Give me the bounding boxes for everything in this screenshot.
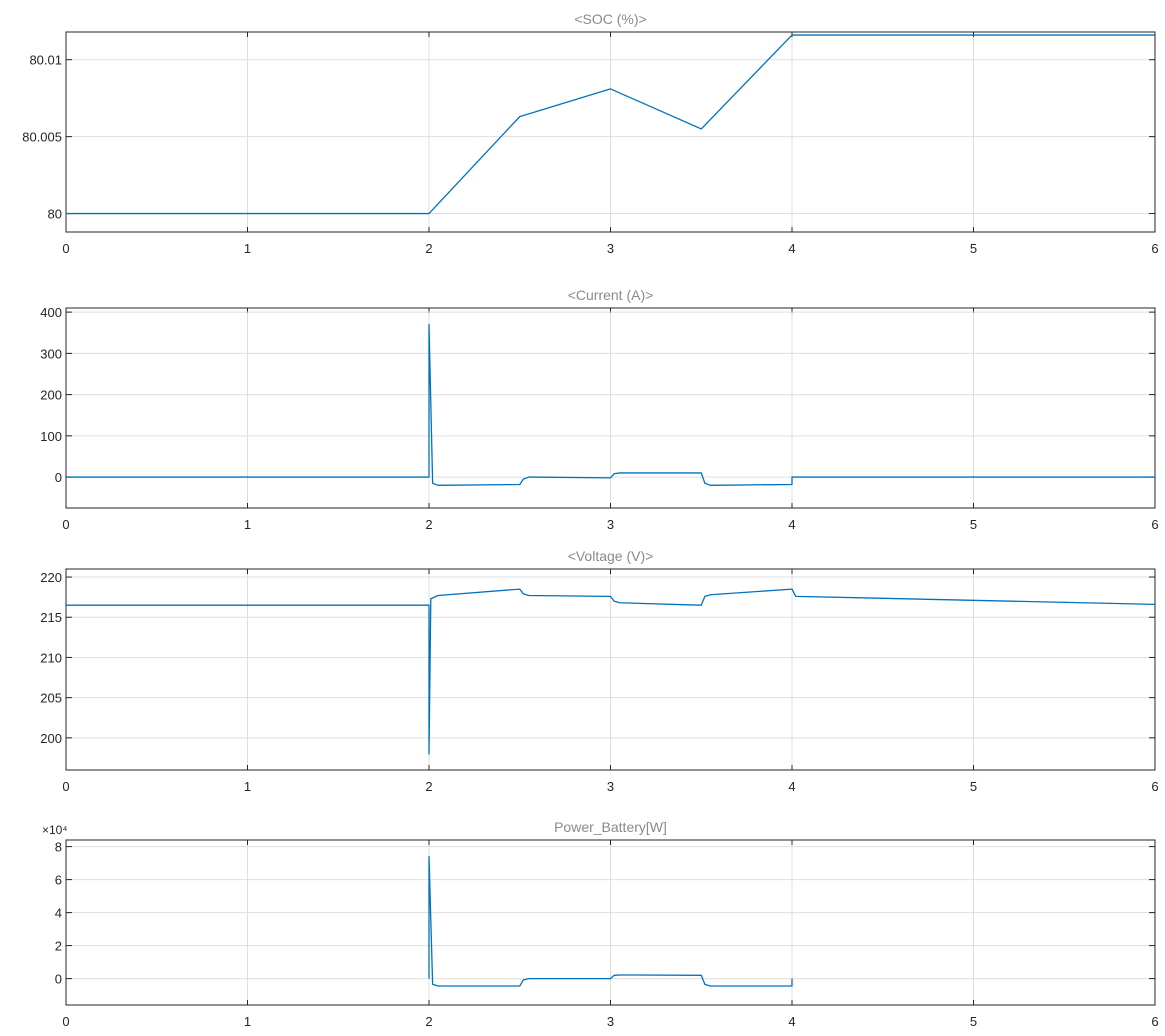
x-tick-label: 3 [607, 517, 614, 532]
x-tick-label: 2 [425, 241, 432, 256]
y-tick-label: 210 [40, 650, 62, 665]
series-line [66, 34, 1155, 215]
x-tick-label: 1 [244, 779, 251, 794]
axes-border [65, 307, 1156, 509]
x-tick-label: 6 [1151, 779, 1158, 794]
x-tick-label: 0 [62, 241, 69, 256]
y-tick-label: 6 [55, 873, 62, 888]
y-tick-label: 100 [40, 429, 62, 444]
panel-2: 0 1 2 3 4 5 6 0 100 200 300 400 <Current (A)> [40, 287, 1158, 532]
panel-3: 0 1 2 3 4 5 6 200 205 210 215 220 <Voltage (V)> [40, 548, 1158, 794]
panel-4: 0 1 2 3 4 5 6 0 2 4 6 8 Power_Battery[W] ×10⁴ [42, 819, 1159, 1029]
x-tick-label: 4 [788, 779, 795, 794]
y-exponent-label: ×10⁴ [42, 823, 68, 837]
y-tick-label: 205 [40, 691, 62, 706]
y-tick-label: 200 [40, 388, 62, 403]
x-tick-label: 0 [62, 517, 69, 532]
x-tick-label: 0 [62, 779, 69, 794]
y-tick-label: 8 [55, 840, 62, 855]
y-tick-label: 220 [40, 570, 62, 585]
x-tick-label: 3 [607, 241, 614, 256]
panel-title: Power_Battery[W] [554, 819, 667, 835]
x-tick-label: 6 [1151, 517, 1158, 532]
x-tick-label: 3 [607, 779, 614, 794]
x-tick-label: 6 [1151, 241, 1158, 256]
x-tick-label: 2 [425, 517, 432, 532]
y-tick-label: 80 [48, 207, 62, 222]
panel-title: <SOC (%)> [574, 11, 646, 27]
axes-border [65, 31, 1156, 233]
y-tick-label: 200 [40, 731, 62, 746]
x-tick-label: 5 [970, 241, 977, 256]
x-tick-label: 4 [788, 1014, 795, 1029]
x-tick-label: 1 [244, 517, 251, 532]
x-tick-label: 5 [970, 779, 977, 794]
y-tick-label: 80.01 [29, 53, 62, 68]
panel-1: 0 1 2 3 4 5 6 80 80.005 80.01 <SOC (%)> [22, 11, 1158, 256]
y-tick-label: 4 [55, 906, 62, 921]
x-tick-label: 3 [607, 1014, 614, 1029]
x-tick-label: 4 [788, 241, 795, 256]
series-line [428, 855, 793, 987]
y-tick-label: 2 [55, 939, 62, 954]
x-tick-label: 2 [425, 1014, 432, 1029]
x-tick-label: 4 [788, 517, 795, 532]
axes-border [65, 568, 1156, 771]
x-tick-label: 1 [244, 1014, 251, 1029]
x-tick-label: 1 [244, 241, 251, 256]
x-tick-label: 2 [425, 779, 432, 794]
y-tick-label: 300 [40, 346, 62, 361]
y-tick-label: 215 [40, 610, 62, 625]
y-tick-label: 0 [55, 470, 62, 485]
axes-border [65, 839, 1156, 1006]
series-line [66, 323, 1155, 486]
panel-title: <Current (A)> [568, 287, 654, 303]
y-tick-label: 0 [55, 972, 62, 987]
x-tick-label: 0 [62, 1014, 69, 1029]
x-tick-label: 5 [970, 1014, 977, 1029]
panel-title: <Voltage (V)> [568, 548, 654, 564]
y-tick-label: 400 [40, 305, 62, 320]
x-tick-label: 5 [970, 517, 977, 532]
x-tick-label: 6 [1151, 1014, 1158, 1029]
y-tick-label: 80.005 [22, 130, 62, 145]
series-line [66, 588, 1156, 755]
